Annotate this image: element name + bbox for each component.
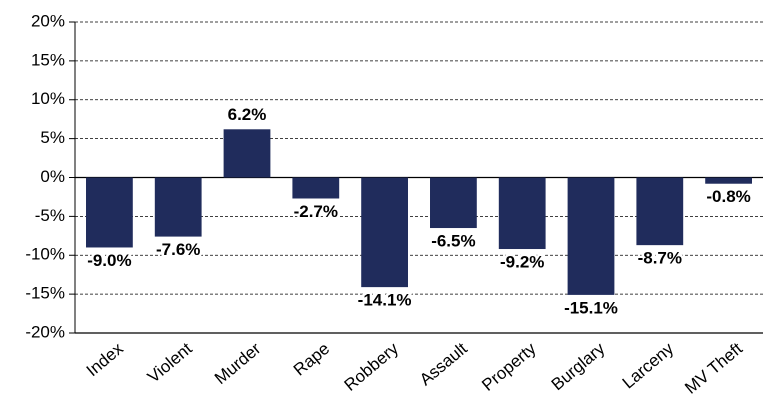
value-label: 6.2% [228, 105, 267, 124]
value-label: -2.7% [294, 202, 338, 221]
y-tick-label: -15% [25, 284, 65, 303]
y-tick-label: -10% [25, 245, 65, 264]
x-tick-label: MV Theft [681, 339, 746, 398]
x-tick-label: Robbery [341, 339, 403, 395]
bar [154, 177, 202, 237]
value-label: -6.5% [431, 232, 475, 251]
y-tick-label: -5% [35, 206, 65, 225]
x-tick-label: Larceny [619, 339, 678, 393]
value-label: -9.0% [87, 251, 131, 270]
value-label: -14.1% [358, 291, 412, 310]
value-label: -9.2% [500, 253, 544, 272]
y-tick-label: 0% [40, 167, 65, 186]
bar [292, 177, 340, 199]
x-tick-label: Property [478, 339, 540, 395]
value-label: -15.1% [564, 298, 618, 317]
bar [430, 177, 477, 229]
x-tick-label: Rape [290, 339, 333, 380]
bar [636, 177, 684, 246]
x-tick-label: Violent [144, 339, 196, 387]
bar [705, 177, 752, 184]
value-label: -0.8% [706, 187, 750, 206]
y-tick-label: -20% [25, 322, 65, 341]
bar [567, 177, 615, 295]
y-tick-label: 5% [40, 128, 65, 147]
x-tick-label: Index [83, 339, 127, 381]
y-tick-label: 10% [31, 89, 65, 108]
bar [498, 177, 546, 250]
x-tick-label: Assault [416, 339, 471, 390]
y-tick-label: 20% [31, 11, 65, 30]
bar [223, 129, 271, 178]
y-tick-label: 15% [31, 50, 65, 69]
value-label: -8.7% [638, 249, 682, 268]
bar [361, 177, 408, 288]
bar [86, 177, 133, 248]
x-tick-label: Murder [211, 339, 265, 388]
x-tick-label: Burglary [548, 339, 609, 395]
value-label: -7.6% [156, 240, 200, 259]
